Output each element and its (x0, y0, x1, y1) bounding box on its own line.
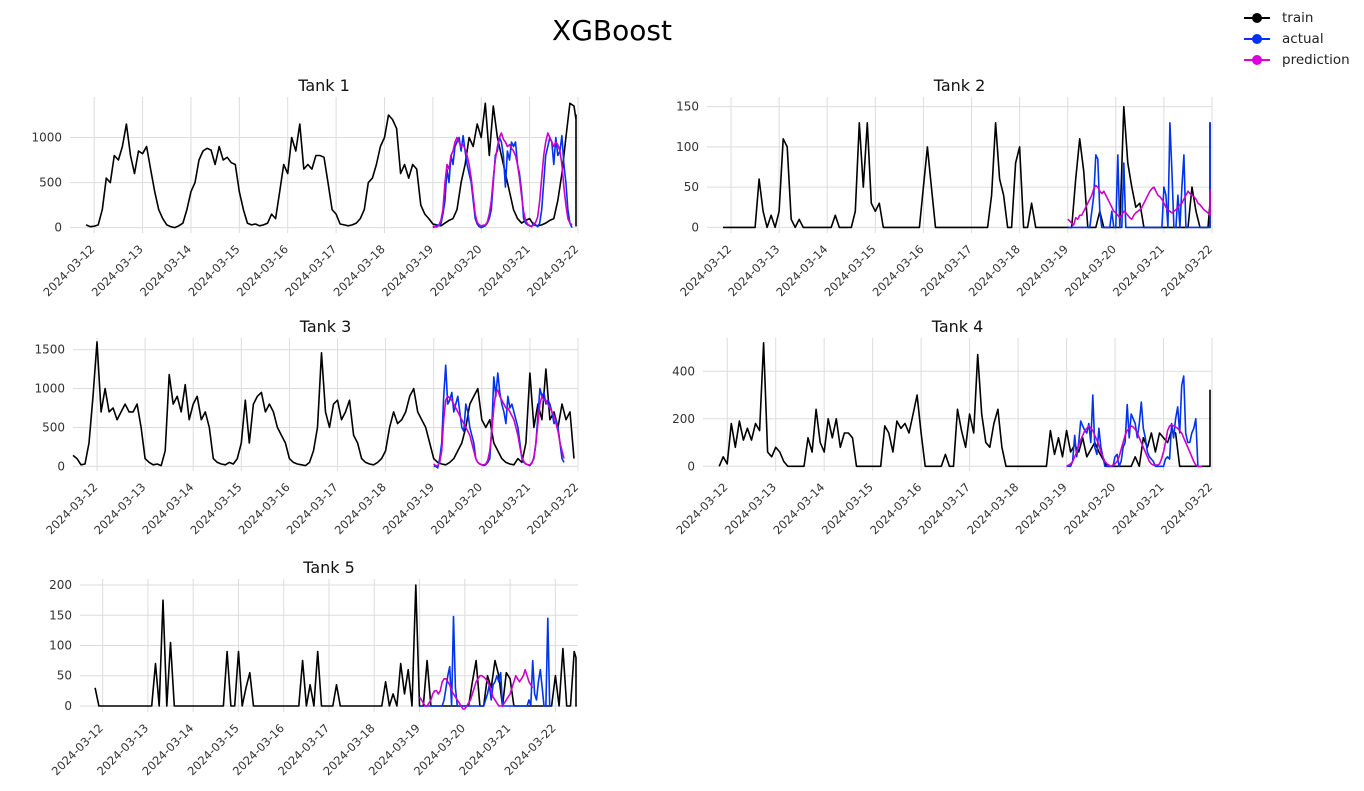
series-train-line (723, 105, 1211, 229)
subplot-title: Tank 4 (931, 317, 984, 336)
y-tick-label: 0 (57, 459, 65, 473)
y-tick-label: 0 (687, 459, 695, 473)
legend-item-prediction: prediction (1240, 49, 1350, 70)
series-prediction-line (432, 132, 573, 228)
legend-label-actual: actual (1282, 31, 1324, 48)
subplot-title: Tank 2 (933, 76, 986, 95)
subplot-title: Tank 3 (299, 317, 352, 336)
subplot-2: Tank 22024-03-122024-03-132024-03-142024… (676, 76, 1215, 299)
y-tick-label: 1000 (31, 131, 62, 145)
series-train-line (718, 341, 1211, 468)
y-tick-label: 500 (42, 420, 65, 434)
y-tick-label: 100 (49, 639, 72, 653)
x-tick-label: 2024-03-22 (524, 480, 581, 537)
y-tick-label: 50 (684, 180, 699, 194)
series-prediction-line (418, 668, 534, 710)
legend-swatch-prediction (1240, 52, 1274, 68)
series-train-line (85, 102, 577, 229)
series-actual-line (1066, 375, 1202, 468)
subplot-4: Tank 42024-03-122024-03-132024-03-142024… (672, 317, 1215, 537)
subplot-3: Tank 32024-03-122024-03-132024-03-142024… (34, 317, 581, 537)
series-actual-line (419, 615, 552, 707)
y-tick-label: 0 (691, 220, 699, 234)
y-tick-label: 200 (672, 412, 695, 426)
y-tick-label: 100 (676, 140, 699, 154)
y-tick-label: 0 (64, 699, 72, 713)
y-tick-label: 1500 (34, 343, 65, 357)
subplot-title: Tank 1 (297, 76, 350, 95)
legend-label-prediction: prediction (1282, 51, 1350, 68)
subplot-1: Tank 12024-03-122024-03-132024-03-142024… (31, 76, 581, 299)
x-tick-label: 2024-03-22 (1158, 242, 1215, 299)
series-prediction-line (433, 389, 565, 467)
figure-title: XGBoost (552, 14, 672, 47)
y-tick-label: 150 (49, 608, 72, 622)
x-tick-label: 2024-03-22 (1158, 480, 1215, 537)
legend: train actual prediction (1240, 8, 1350, 70)
legend-swatch-actual (1240, 31, 1274, 47)
y-tick-label: 150 (676, 100, 699, 114)
y-tick-label: 50 (57, 669, 72, 683)
y-tick-label: 0 (54, 221, 62, 235)
x-tick-label: 2024-03-22 (524, 242, 581, 299)
y-tick-label: 400 (672, 364, 695, 378)
series-actual-line (1067, 122, 1211, 229)
subplot-5: Tank 52024-03-122024-03-132024-03-142024… (49, 558, 578, 778)
y-tick-label: 500 (39, 176, 62, 190)
legend-swatch-train (1240, 10, 1274, 26)
series-prediction-line (1066, 423, 1202, 468)
y-tick-label: 200 (49, 578, 72, 592)
series-train-line (94, 584, 577, 707)
series-actual-line (432, 134, 573, 229)
legend-label-train: train (1282, 10, 1314, 27)
y-tick-label: 1000 (34, 382, 65, 396)
subplot-title: Tank 5 (302, 558, 355, 577)
series-train-line (72, 341, 575, 467)
legend-item-actual: actual (1240, 29, 1350, 50)
series-prediction-line (1067, 184, 1211, 226)
legend-item-train: train (1240, 8, 1350, 29)
